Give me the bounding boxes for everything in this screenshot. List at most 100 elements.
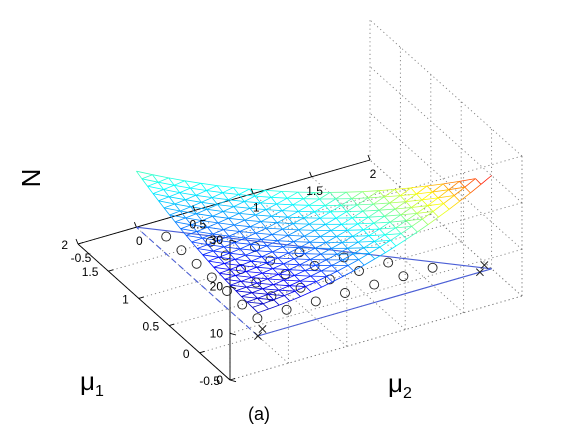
mesh-line	[288, 247, 300, 254]
mesh-line	[378, 202, 390, 211]
mesh-line	[207, 227, 214, 235]
mesh-line	[195, 194, 213, 198]
sample-point	[161, 231, 172, 242]
mesh-line	[201, 215, 213, 221]
mesh-line	[379, 240, 391, 248]
mesh-line	[168, 177, 175, 186]
mesh-line	[289, 285, 306, 287]
mesh-line	[400, 193, 417, 196]
mesh-line	[179, 210, 187, 219]
mesh-line	[304, 235, 311, 243]
mesh-line	[384, 233, 402, 236]
mesh-line	[281, 191, 298, 193]
mesh-line	[292, 198, 304, 206]
mesh-line	[299, 264, 306, 271]
mesh-line	[272, 268, 290, 271]
mesh-line	[421, 197, 439, 201]
mesh-line	[389, 201, 406, 204]
mesh-line	[284, 290, 296, 296]
mesh-line	[293, 241, 300, 248]
mesh-line	[268, 289, 279, 295]
mesh-line	[363, 246, 380, 249]
mesh-line	[303, 217, 310, 225]
mesh-line	[288, 269, 306, 271]
mesh-line	[282, 228, 299, 231]
mesh-line	[278, 269, 290, 275]
x-tick-label: 2	[61, 238, 68, 252]
mesh-line	[245, 271, 252, 278]
mesh-line	[411, 218, 423, 227]
mesh-line	[346, 223, 359, 231]
mesh-line	[254, 190, 266, 197]
mesh-line	[368, 209, 380, 218]
mesh-line	[267, 257, 279, 264]
x-tick-label: 0.5	[143, 320, 160, 334]
mesh-line	[411, 226, 418, 233]
mesh-line	[335, 217, 342, 225]
mesh-line	[300, 291, 312, 297]
mesh-line	[239, 231, 246, 239]
mesh-line	[277, 257, 284, 265]
mesh-line	[421, 199, 428, 206]
triangle-edge	[136, 226, 259, 337]
mesh-line	[163, 207, 181, 212]
mesh-line	[352, 229, 364, 237]
z-tick-mark	[229, 286, 237, 289]
mesh-line	[244, 195, 256, 202]
figure-caption: (a)	[248, 404, 270, 424]
mesh-line	[249, 188, 266, 191]
mesh-line	[416, 205, 428, 214]
mesh-line	[427, 197, 439, 207]
mesh-line	[358, 253, 370, 260]
y-tick-label: 0	[136, 234, 143, 248]
mesh-line	[288, 235, 305, 237]
mesh-line	[260, 196, 272, 204]
mesh-line	[299, 247, 316, 249]
mesh-line	[261, 256, 268, 263]
sample-point	[354, 266, 364, 276]
mesh-line	[185, 231, 197, 236]
mesh-line	[185, 217, 192, 226]
mesh-line	[299, 264, 316, 266]
mesh-line	[475, 178, 482, 185]
mesh-line	[421, 191, 433, 201]
mesh-line	[158, 196, 170, 202]
mesh-line	[271, 196, 288, 199]
mesh-line	[222, 192, 229, 200]
mesh-line	[283, 258, 295, 265]
mesh-line	[173, 185, 181, 193]
mesh-line	[255, 227, 267, 234]
mesh-line	[244, 219, 251, 227]
mesh-line	[416, 211, 434, 214]
mesh-line	[362, 203, 374, 212]
mesh-line	[229, 269, 247, 272]
mesh-line	[252, 307, 259, 313]
mesh-line	[256, 245, 268, 251]
mesh-line	[257, 282, 274, 285]
mesh-line	[190, 201, 202, 208]
mesh-line	[384, 227, 396, 236]
mesh-line	[389, 202, 396, 210]
mesh-line	[208, 260, 215, 268]
mesh-line	[395, 238, 407, 247]
mesh-line	[298, 204, 310, 212]
mesh-line	[411, 199, 423, 208]
grid-line	[369, 159, 523, 297]
mesh-line	[374, 252, 386, 260]
y-tick-mark	[309, 171, 313, 177]
mesh-line	[190, 182, 202, 189]
mesh-line	[303, 211, 315, 219]
mesh-line	[168, 177, 185, 182]
mesh-line	[222, 211, 229, 219]
mesh-line	[174, 199, 186, 205]
mesh-line	[363, 241, 375, 249]
mesh-line	[319, 192, 331, 200]
mesh-line	[293, 223, 310, 225]
mesh-line	[190, 187, 197, 196]
mesh-line	[206, 204, 218, 210]
mesh-line	[265, 190, 282, 192]
mesh-line	[224, 278, 242, 282]
mesh-line	[243, 201, 251, 209]
mesh-line	[185, 217, 202, 221]
